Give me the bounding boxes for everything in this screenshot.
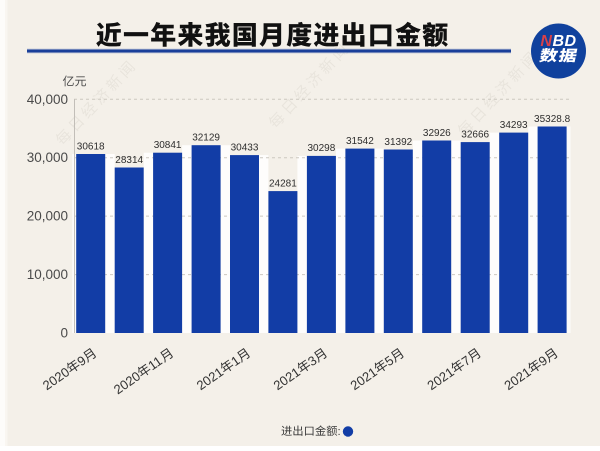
- svg-text:35328.8: 35328.8: [534, 114, 571, 125]
- svg-text:40,000: 40,000: [27, 92, 68, 107]
- svg-text::: :: [338, 426, 341, 438]
- svg-text:34293: 34293: [500, 120, 528, 131]
- svg-text:30433: 30433: [231, 142, 259, 153]
- svg-text:20,000: 20,000: [27, 209, 68, 224]
- svg-text:10,000: 10,000: [27, 267, 68, 282]
- svg-text:30,000: 30,000: [27, 150, 68, 165]
- svg-text:32926: 32926: [423, 128, 451, 139]
- svg-text:32129: 32129: [192, 133, 220, 144]
- svg-text:28314: 28314: [115, 155, 143, 166]
- svg-text:30841: 30841: [154, 140, 182, 151]
- svg-text:30298: 30298: [307, 143, 335, 154]
- svg-text:NBD: NBD: [540, 33, 576, 50]
- svg-text:24281: 24281: [269, 178, 297, 189]
- svg-text:30618: 30618: [77, 141, 105, 152]
- svg-text:0: 0: [60, 326, 68, 341]
- svg-text:31542: 31542: [346, 136, 374, 147]
- svg-text:31392: 31392: [384, 137, 412, 148]
- svg-text:32666: 32666: [461, 129, 489, 140]
